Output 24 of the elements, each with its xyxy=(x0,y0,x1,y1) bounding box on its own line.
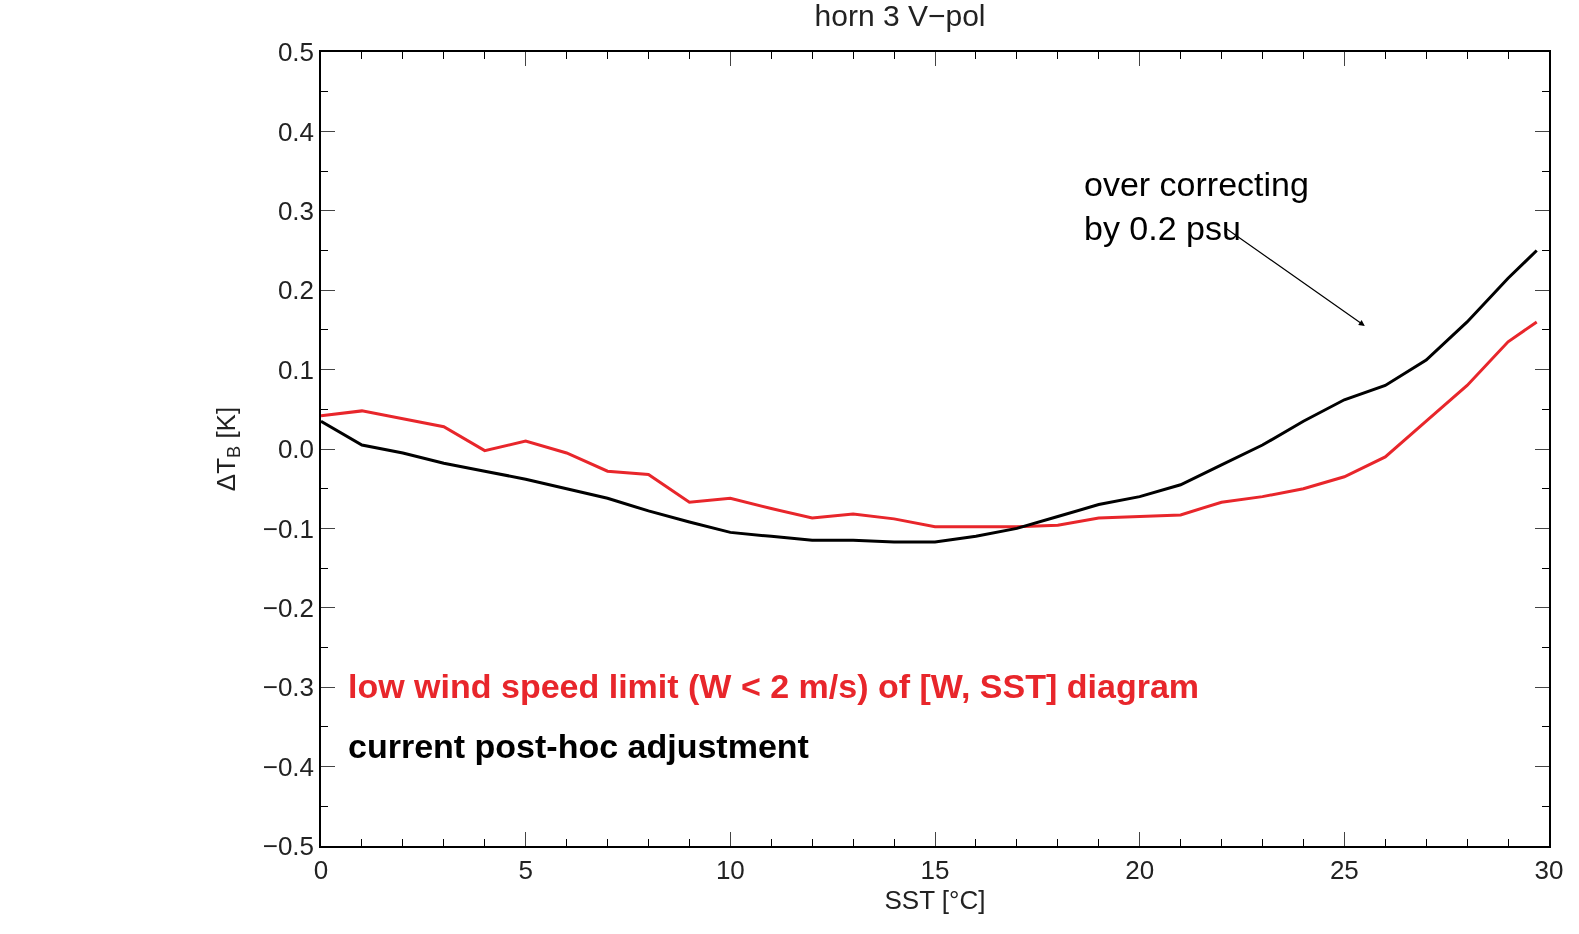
annotation: over correcting by 0.2 psu xyxy=(1084,165,1309,248)
y-tick-label: 0.3 xyxy=(277,195,315,226)
y-tick-label: 0.1 xyxy=(277,354,315,385)
x-tick-label: 0 xyxy=(313,854,329,885)
chart-title: horn 3 V−pol xyxy=(814,0,986,32)
text: current post-hoc adjustment xyxy=(348,727,809,765)
x-tick-label: 10 xyxy=(715,854,745,885)
y-tick-label: 0.5 xyxy=(277,37,315,68)
x-tick-label: 15 xyxy=(920,854,950,885)
y-tick-label: −0.4 xyxy=(262,751,315,782)
x-tick-label: 30 xyxy=(1534,854,1564,885)
x-tick-label: 20 xyxy=(1125,854,1155,885)
y-tick-label: 0.0 xyxy=(277,434,315,465)
y-tick-label: 0.2 xyxy=(277,275,315,306)
text: low wind speed limit (W < 2 m/s) of [W, SST] diagram xyxy=(348,667,1200,705)
line-series xyxy=(321,320,1539,529)
x-axis-title: SST [°C] xyxy=(884,884,986,915)
x-tick-label: 5 xyxy=(518,854,533,885)
y-tick-label: −0.3 xyxy=(262,672,315,703)
y-tick-label: −0.2 xyxy=(262,592,315,623)
y-tick-label: 0.4 xyxy=(277,116,315,147)
x-tick-label: 25 xyxy=(1329,854,1359,885)
y-tick-label: −0.5 xyxy=(262,831,315,862)
y-tick-label: −0.1 xyxy=(262,513,315,544)
